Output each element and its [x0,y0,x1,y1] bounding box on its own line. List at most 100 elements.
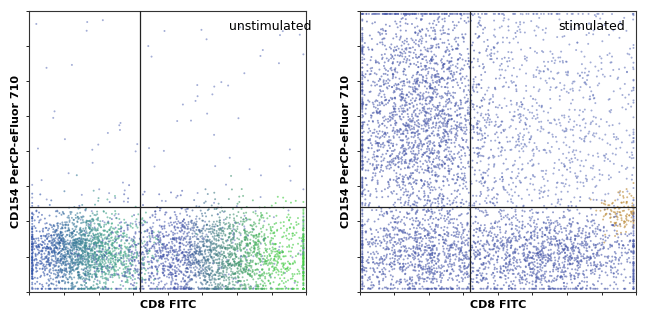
Point [81,269,91,274]
Point [396,280,406,285]
Point [60,239,70,244]
Point [172,236,182,241]
Point [151,254,162,259]
Point [233,269,244,274]
Point [423,231,434,236]
Point [442,91,452,96]
Point [449,263,460,268]
Point [539,203,549,208]
Point [81,220,91,225]
Point [605,212,616,217]
Point [374,109,385,114]
Point [476,262,486,267]
Point [547,285,558,291]
Point [46,235,57,240]
Point [540,239,550,244]
Point [439,252,450,257]
Point [157,242,168,247]
Point [278,234,289,239]
Point [211,206,222,212]
Point [423,286,434,291]
Point [527,214,538,219]
Point [134,273,144,278]
Point [27,247,38,252]
Point [83,250,93,255]
Point [129,234,139,239]
Point [194,259,204,264]
Point [464,64,474,69]
Point [298,273,309,279]
Point [377,31,387,36]
Point [73,251,84,256]
Point [426,214,437,219]
Point [142,251,152,256]
Point [96,264,107,269]
Point [578,11,588,16]
Point [562,235,573,240]
Point [298,251,308,256]
Point [478,176,488,181]
Point [112,286,122,291]
Point [421,124,431,129]
Point [580,121,591,126]
Point [75,247,85,252]
Point [395,104,406,109]
Point [150,209,161,214]
Point [477,133,488,138]
Point [413,31,423,36]
Point [175,237,185,242]
Point [446,117,456,122]
Point [196,271,207,276]
Point [481,210,491,215]
Point [566,255,576,260]
Point [392,86,402,91]
Point [88,238,98,243]
Point [27,240,38,245]
Point [456,66,467,71]
Point [190,272,201,277]
Point [185,241,195,246]
Point [90,225,100,230]
Point [27,253,38,258]
Point [390,53,400,58]
Point [435,37,445,42]
Point [398,257,409,262]
Point [452,242,462,247]
Point [83,257,93,262]
Point [453,187,463,193]
Point [272,286,283,291]
Point [45,267,55,272]
Point [211,286,221,291]
Point [393,155,403,160]
Point [585,139,595,144]
Point [382,56,392,61]
Point [266,251,277,256]
Point [446,286,456,291]
Point [380,29,391,34]
Point [77,241,87,246]
Point [410,238,420,243]
Point [588,230,598,235]
Point [540,147,550,152]
Point [85,253,96,258]
Point [64,234,75,239]
Point [481,286,491,291]
Point [84,219,95,224]
Point [272,227,282,232]
Point [388,228,398,233]
Point [532,251,543,256]
Point [386,141,396,146]
Point [405,116,415,121]
Point [483,173,493,178]
Point [475,153,486,158]
Point [211,241,222,247]
Point [565,208,575,213]
Point [395,127,406,132]
Point [438,160,448,165]
Point [443,168,453,173]
Point [393,53,403,58]
Point [168,278,178,283]
Point [372,265,383,271]
Point [386,52,396,57]
Point [432,279,442,284]
